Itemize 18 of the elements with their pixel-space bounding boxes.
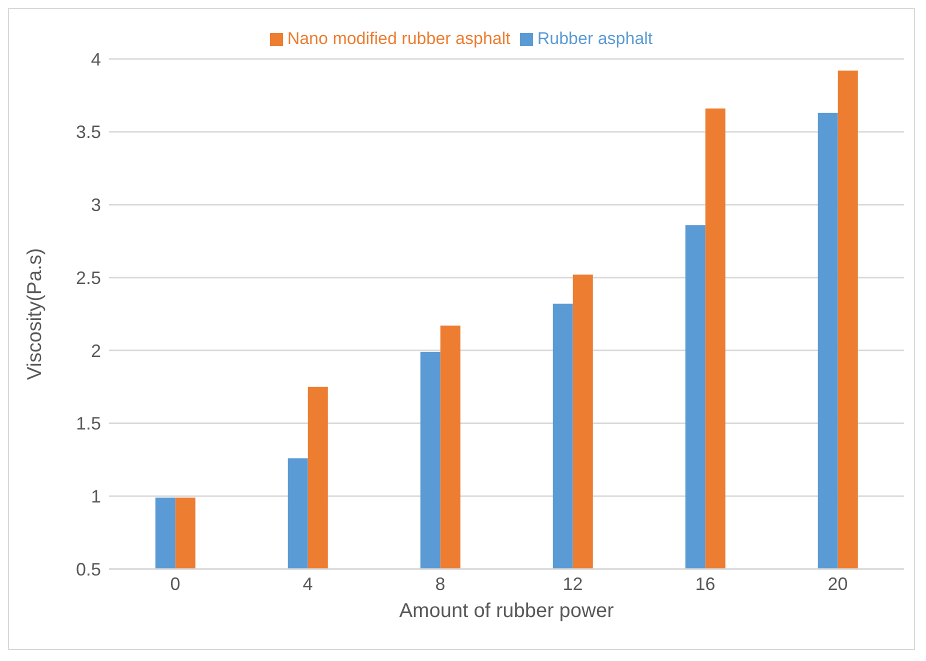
x-tick-label: 8 (435, 574, 446, 594)
y-tick-label: 1.5 (76, 414, 101, 434)
y-axis-title: Viscosity(Pa.s) (24, 248, 46, 380)
x-tick-label: 16 (695, 574, 716, 594)
x-axis-title: Amount of rubber power (399, 600, 614, 622)
x-tick-label: 0 (170, 574, 180, 594)
y-tick-label: 3 (90, 195, 101, 216)
y-tick-label: 2.5 (76, 268, 101, 288)
x-tick-label: 12 (562, 574, 583, 594)
x-tick-label: 20 (828, 574, 848, 594)
x-tick-label: 4 (302, 574, 313, 594)
legend-label: Rubber asphalt (537, 29, 653, 48)
y-tick-label: 1 (90, 486, 101, 507)
y-tick-label: 4 (90, 49, 101, 70)
y-tick-label: 3.5 (76, 122, 101, 142)
legend-label: Nano modified rubber asphalt (287, 29, 510, 48)
y-tick-label: 0.5 (76, 559, 101, 580)
y-tick-label: 2 (90, 340, 101, 361)
